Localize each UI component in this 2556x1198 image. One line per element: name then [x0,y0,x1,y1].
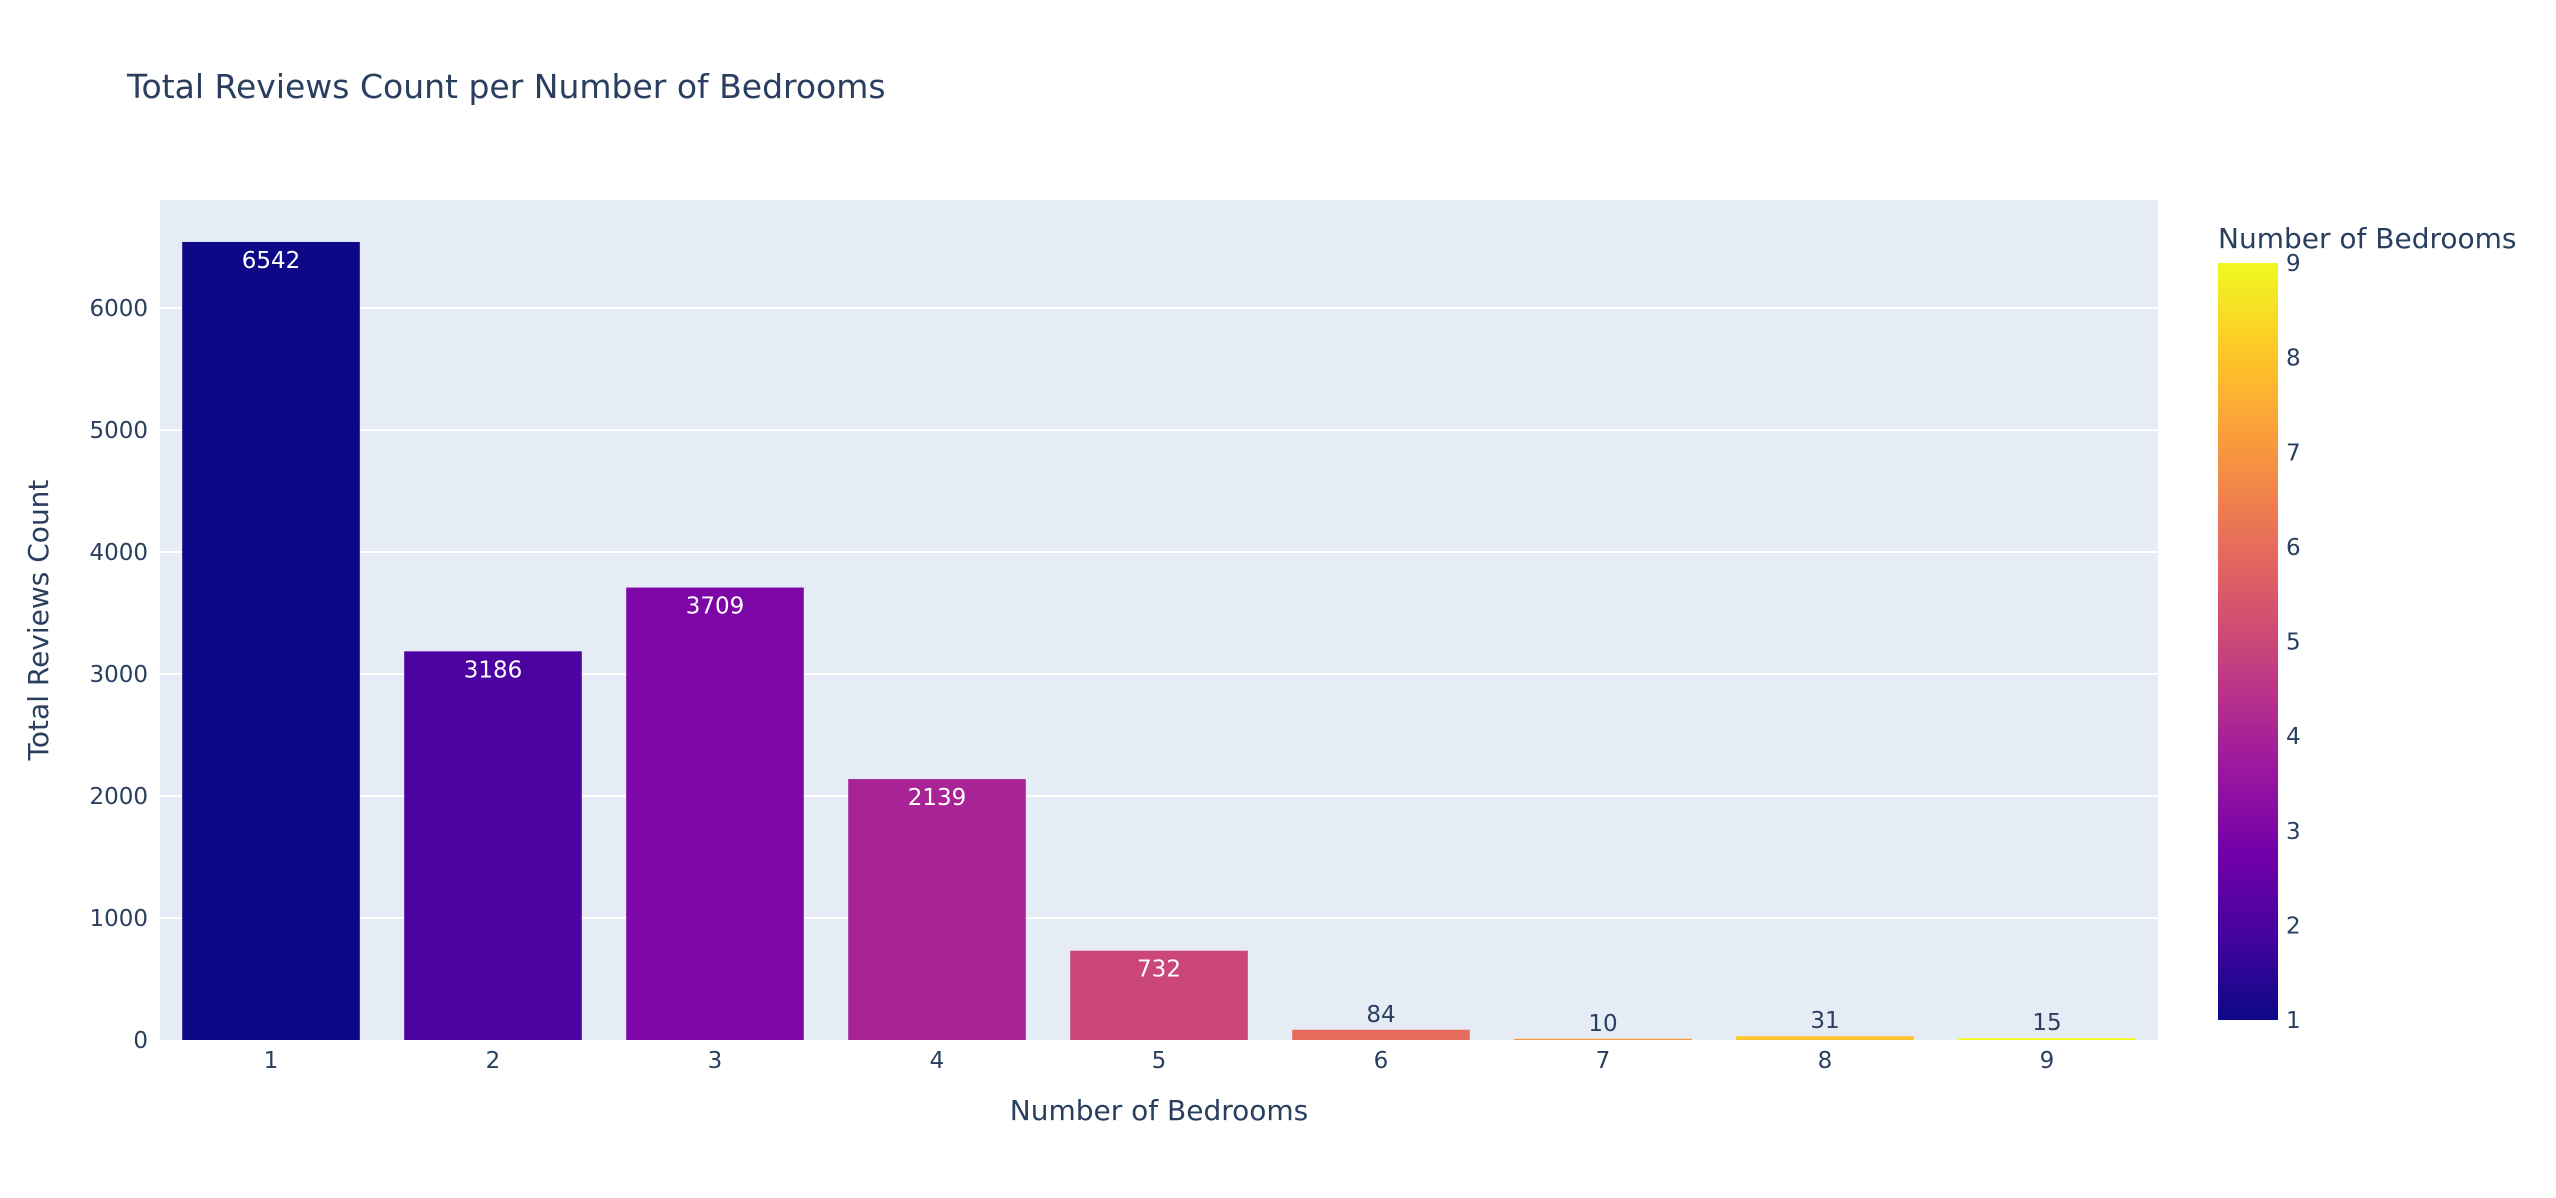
y-tick-label: 3000 [89,662,148,688]
bar [1958,1038,2136,1040]
bar-value-label: 3186 [464,657,523,683]
bar [848,779,1026,1040]
colorbar: Number of Bedrooms 1 2 3 4 5 6 7 8 9 [2218,222,2517,1034]
y-tick-label: 6000 [89,296,148,322]
chart-title: Total Reviews Count per Number of Bedroo… [126,67,886,106]
bar [1736,1036,1914,1040]
bar-value-label: 15 [2032,1010,2061,1036]
bar [1292,1029,1470,1040]
colorbar-tick-label: 1 [2286,1008,2301,1034]
bar-value-label: 732 [1137,957,1181,983]
x-tick-label: 5 [1152,1048,1167,1074]
y-tick-label: 0 [133,1028,148,1054]
y-axis-title: Total Reviews Count [22,480,55,762]
bar [182,241,360,1041]
x-tick-label: 3 [708,1048,723,1074]
bar [404,651,582,1040]
bar [626,587,804,1040]
x-tick-label: 9 [2040,1048,2055,1074]
x-tick-label: 8 [1818,1048,1833,1074]
x-tick-label: 6 [1374,1048,1389,1074]
y-tick-label: 2000 [89,784,148,810]
y-tick-label: 1000 [89,906,148,932]
bar-value-label: 6542 [242,248,301,274]
x-tick-label: 7 [1596,1048,1611,1074]
colorbar-tick-label: 2 [2286,913,2301,939]
colorbar-tick-label: 4 [2286,724,2301,750]
x-tick-label: 1 [264,1048,279,1074]
y-axis-ticks: 0 1000 2000 3000 4000 5000 6000 [89,296,148,1054]
bar [1070,950,1248,1040]
colorbar-tick-label: 9 [2286,251,2301,277]
x-tick-label: 4 [930,1048,945,1074]
bar-value-label: 2139 [908,785,967,811]
bar [1514,1038,1692,1040]
bar-value-label: 3709 [686,594,745,620]
colorbar-tick-label: 3 [2286,819,2301,845]
colorbar-tick-label: 5 [2286,630,2301,656]
bar-value-label: 10 [1588,1011,1617,1037]
y-tick-label: 4000 [89,540,148,566]
colorbar-gradient [2218,263,2278,1020]
colorbar-tick-label: 8 [2286,346,2301,372]
bar-value-label: 84 [1366,1002,1395,1028]
y-tick-label: 5000 [89,418,148,444]
colorbar-ticks: 1 2 3 4 5 6 7 8 9 [2286,251,2301,1034]
x-axis-ticks: 1 2 3 4 5 6 7 8 9 [264,1048,2055,1074]
colorbar-tick-label: 7 [2286,440,2301,466]
x-tick-label: 2 [486,1048,501,1074]
x-axis-title: Number of Bedrooms [1010,1094,1309,1127]
colorbar-title: Number of Bedrooms [2218,222,2517,255]
bars [182,241,2136,1041]
colorbar-tick-label: 6 [2286,535,2301,561]
bar-labels: 6542 3186 3709 2139 732 84 10 31 15 [242,248,2062,1037]
bar-value-label: 31 [1810,1008,1839,1034]
